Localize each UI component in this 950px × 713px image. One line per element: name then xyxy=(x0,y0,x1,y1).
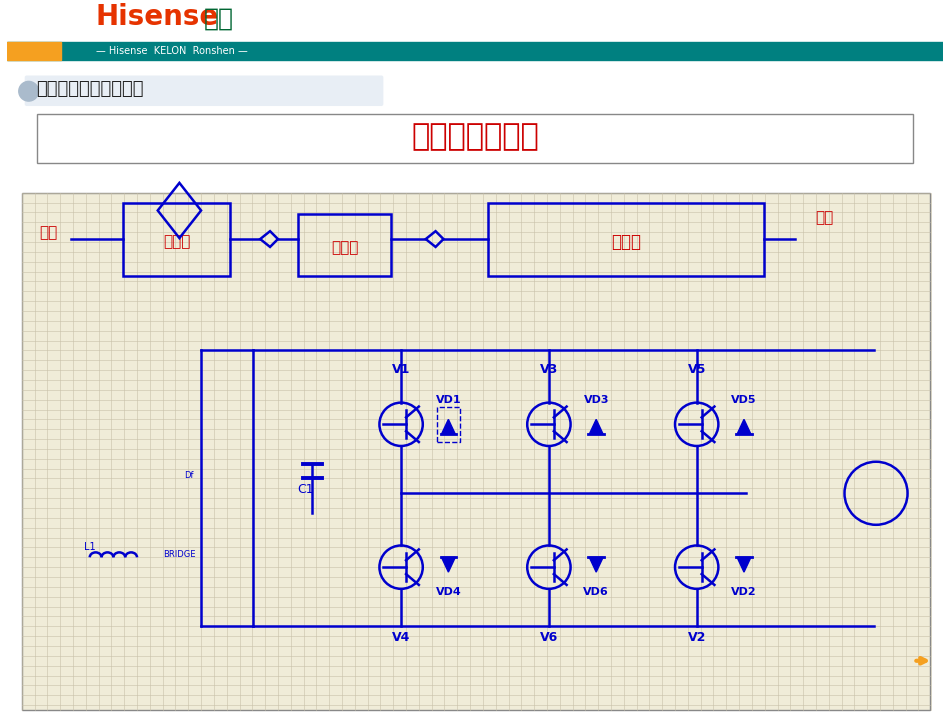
Polygon shape xyxy=(589,419,603,434)
Text: VD4: VD4 xyxy=(435,587,462,597)
Polygon shape xyxy=(442,558,455,572)
Text: 变频调速物理图: 变频调速物理图 xyxy=(411,123,539,151)
Polygon shape xyxy=(589,558,603,572)
Text: VD1: VD1 xyxy=(436,394,461,404)
Text: 海信变频空调原理介绍: 海信变频空调原理介绍 xyxy=(36,80,144,98)
Bar xyxy=(36,114,914,163)
Text: 逆变器: 逆变器 xyxy=(611,232,640,250)
Text: V4: V4 xyxy=(392,631,410,644)
Text: Df: Df xyxy=(184,471,194,481)
Text: 输出: 输出 xyxy=(816,210,834,225)
Text: VD2: VD2 xyxy=(732,587,757,597)
Text: Hisense: Hisense xyxy=(96,4,218,31)
Text: VD5: VD5 xyxy=(732,394,757,404)
Text: C1: C1 xyxy=(297,483,314,496)
FancyBboxPatch shape xyxy=(25,76,384,106)
Text: 输入: 输入 xyxy=(39,225,57,240)
Bar xyxy=(437,406,460,442)
Bar xyxy=(7,11,943,84)
Text: 整流器: 整流器 xyxy=(162,234,190,249)
Text: V2: V2 xyxy=(688,631,706,644)
Bar xyxy=(124,202,230,277)
Polygon shape xyxy=(737,419,750,434)
Text: VD6: VD6 xyxy=(583,587,609,597)
Text: — Hisense  KELON  Ronshen —: — Hisense KELON Ronshen — xyxy=(96,46,247,56)
Text: V3: V3 xyxy=(540,363,558,376)
Text: L1: L1 xyxy=(84,543,95,553)
Text: 滤波器: 滤波器 xyxy=(331,240,358,255)
Circle shape xyxy=(19,81,39,101)
Text: V5: V5 xyxy=(688,363,706,376)
Bar xyxy=(22,193,930,710)
Text: BRIDGE: BRIDGE xyxy=(163,550,196,559)
Text: 海信: 海信 xyxy=(204,6,234,30)
Polygon shape xyxy=(442,419,455,434)
Polygon shape xyxy=(737,558,750,572)
Bar xyxy=(297,215,391,277)
Bar xyxy=(487,202,764,277)
Text: V6: V6 xyxy=(540,631,558,644)
Bar xyxy=(7,42,943,60)
Text: V1: V1 xyxy=(392,363,410,376)
Bar xyxy=(7,42,61,60)
Text: VD3: VD3 xyxy=(583,394,609,404)
